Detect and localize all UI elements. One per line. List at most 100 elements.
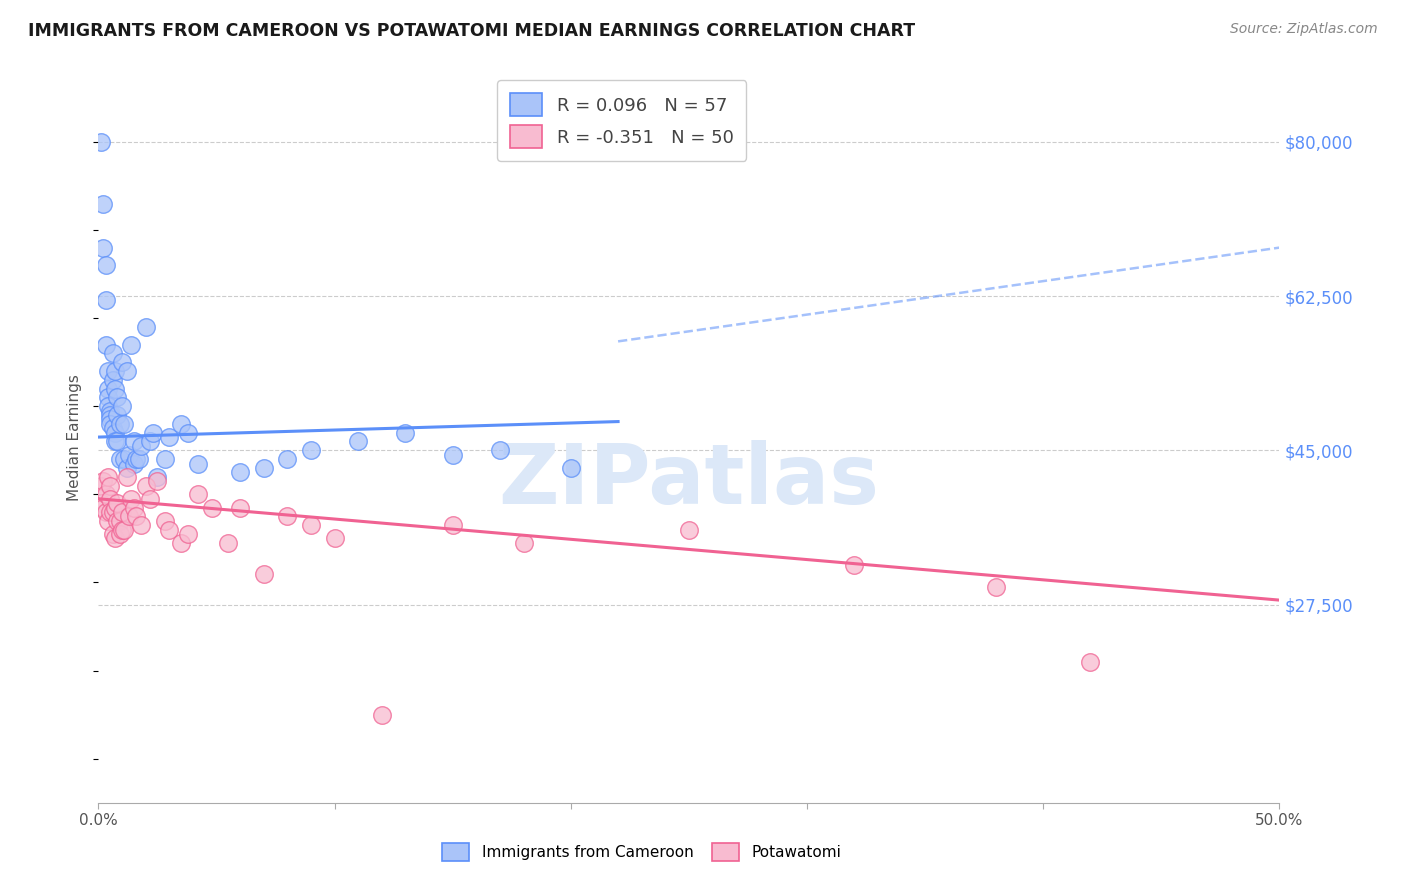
Point <box>97 391 120 405</box>
Point <box>101 527 124 541</box>
Point <box>276 509 298 524</box>
Point <box>104 382 127 396</box>
Point <box>97 514 120 528</box>
Point <box>122 434 145 449</box>
Point <box>129 439 152 453</box>
Point <box>135 478 157 492</box>
Point <box>121 337 143 351</box>
Point <box>98 505 121 519</box>
Point <box>104 425 127 440</box>
Point <box>253 566 276 581</box>
Point <box>91 500 114 515</box>
Point <box>90 135 112 149</box>
Point <box>104 532 127 546</box>
Point <box>105 496 128 510</box>
Point <box>201 500 224 515</box>
Point <box>98 491 121 506</box>
Point <box>98 403 121 417</box>
Point <box>101 505 124 519</box>
Point <box>153 514 176 528</box>
Point <box>177 425 200 440</box>
Point <box>98 417 121 431</box>
Point <box>105 514 128 528</box>
Point <box>217 536 239 550</box>
Point <box>97 382 120 396</box>
Point <box>146 474 169 488</box>
Point <box>105 391 128 405</box>
Text: Source: ZipAtlas.com: Source: ZipAtlas.com <box>1230 22 1378 37</box>
Point <box>323 532 346 546</box>
Point <box>90 496 112 510</box>
Point <box>105 434 128 449</box>
Point <box>139 434 162 449</box>
Point <box>94 487 117 501</box>
Point <box>489 443 512 458</box>
Y-axis label: Median Earnings: Median Earnings <box>67 374 83 500</box>
Point <box>125 509 148 524</box>
Point <box>229 466 252 480</box>
Point <box>157 430 180 444</box>
Point <box>101 373 124 387</box>
Point <box>111 523 134 537</box>
Point <box>111 399 134 413</box>
Point <box>94 293 117 308</box>
Point <box>984 580 1007 594</box>
Point <box>122 457 145 471</box>
Text: IMMIGRANTS FROM CAMEROON VS POTAWATOMI MEDIAN EARNINGS CORRELATION CHART: IMMIGRANTS FROM CAMEROON VS POTAWATOMI M… <box>28 22 915 40</box>
Point <box>104 434 127 449</box>
Point <box>115 469 138 483</box>
Point <box>187 457 209 471</box>
Text: ZIPatlas: ZIPatlas <box>499 441 879 522</box>
Legend: Immigrants from Cameroon, Potawatomi: Immigrants from Cameroon, Potawatomi <box>434 836 849 868</box>
Point <box>108 417 131 431</box>
Point <box>91 474 114 488</box>
Point <box>108 514 131 528</box>
Point <box>105 408 128 422</box>
Point <box>115 364 138 378</box>
Point <box>112 452 135 467</box>
Point <box>98 478 121 492</box>
Point <box>108 452 131 467</box>
Point <box>94 505 117 519</box>
Point <box>153 452 176 467</box>
Point <box>187 487 209 501</box>
Point <box>135 320 157 334</box>
Point <box>170 417 193 431</box>
Point <box>146 469 169 483</box>
Point <box>347 434 370 449</box>
Point <box>111 505 134 519</box>
Point <box>94 258 117 272</box>
Point <box>128 452 150 467</box>
Point <box>104 364 127 378</box>
Point <box>678 523 700 537</box>
Point <box>276 452 298 467</box>
Point <box>101 421 124 435</box>
Point <box>253 461 276 475</box>
Point <box>112 523 135 537</box>
Point <box>115 461 138 475</box>
Point <box>98 412 121 426</box>
Point <box>98 408 121 422</box>
Point <box>844 558 866 572</box>
Point <box>177 527 200 541</box>
Point <box>112 417 135 431</box>
Point <box>122 500 145 515</box>
Point <box>111 355 134 369</box>
Point <box>90 478 112 492</box>
Point <box>512 536 534 550</box>
Point <box>118 509 141 524</box>
Point <box>97 399 120 413</box>
Point <box>139 491 162 506</box>
Point <box>142 425 165 440</box>
Point <box>157 523 180 537</box>
Point <box>108 527 131 541</box>
Point <box>441 448 464 462</box>
Point <box>91 196 114 211</box>
Point <box>97 469 120 483</box>
Point <box>101 346 124 360</box>
Point <box>121 491 143 506</box>
Point <box>299 518 322 533</box>
Point <box>371 707 394 722</box>
Point <box>229 500 252 515</box>
Point <box>299 443 322 458</box>
